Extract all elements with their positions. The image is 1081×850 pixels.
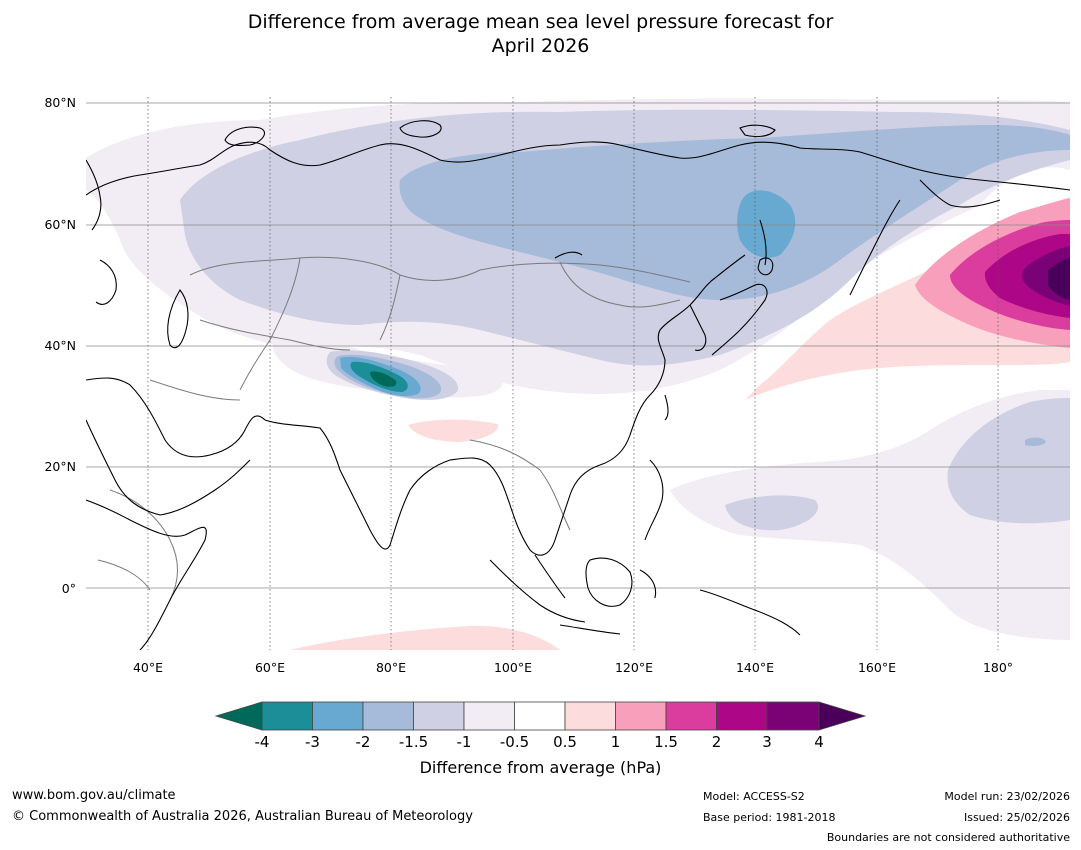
lat-label-0: 0° xyxy=(61,581,76,596)
map-plot-area xyxy=(86,97,1070,650)
lat-label-80: 80°N xyxy=(44,95,76,110)
graticule xyxy=(86,97,1070,650)
colorbar-tick: -1 xyxy=(456,733,472,751)
contour-himalaya-pos xyxy=(408,419,499,442)
footer-disclaimer: Boundaries are not considered authoritat… xyxy=(826,831,1070,844)
colorbar-tick: -0.5 xyxy=(499,733,530,751)
footer-model: Model: ACCESS-S2 xyxy=(703,790,805,803)
colorbar-bin-m15-m1 xyxy=(413,701,465,731)
colorbar-title: Difference from average (hPa) xyxy=(419,758,662,777)
contour-tibet-core xyxy=(370,371,397,387)
contour-pacific-neg-mid xyxy=(947,398,1070,524)
colorbar-tick: 3 xyxy=(762,733,772,751)
colorbar-bin-m05-05 xyxy=(514,701,566,731)
colorbar-bin-3-4 xyxy=(766,701,820,731)
footer-url[interactable]: www.bom.gov.au/climate xyxy=(12,788,176,803)
colorbar-tick: -4 xyxy=(254,733,270,751)
colorbar-tick: -3 xyxy=(305,733,320,751)
colorbar-bin-m3-m2 xyxy=(312,701,364,731)
colorbar-tick: 2 xyxy=(711,733,722,751)
lon-label-60: 60°E xyxy=(254,660,286,675)
lon-label-100: 100°E xyxy=(493,660,532,675)
contour-neg-strong-north xyxy=(399,125,1070,300)
footer-base-period: Base period: 1981-2018 xyxy=(703,811,836,824)
lon-label-40: 40°E xyxy=(132,660,164,675)
colorbar-tick: -2 xyxy=(355,733,371,751)
colorbar-extend-high xyxy=(818,701,867,731)
colorbar-extend-low xyxy=(214,701,263,731)
lon-label-80: 80°E xyxy=(375,660,407,675)
lat-label-40: 40°N xyxy=(44,338,76,353)
colorbar-bin-2-3 xyxy=(716,701,768,731)
colorbar-bin-m2-m15 xyxy=(362,701,414,731)
contour-pacific-pos-4 xyxy=(1048,258,1070,300)
footer-copyright: © Commonwealth of Australia 2026, Austra… xyxy=(12,809,473,824)
colorbar-bin-m1-m05 xyxy=(463,701,515,731)
title-line-1: Difference from average mean sea level p… xyxy=(247,11,834,33)
colorbar-tick: 1 xyxy=(610,733,621,751)
footer-model-run: Model run: 23/02/2026 xyxy=(944,790,1070,803)
anomaly-contours xyxy=(86,98,1070,650)
map-title: Difference from average mean sea level p… xyxy=(0,10,1081,58)
colorbar-bin-05-1 xyxy=(564,701,616,731)
lat-label-60: 60°N xyxy=(44,217,76,232)
colorbar xyxy=(214,701,867,731)
colorbar-bin-m4-m3 xyxy=(261,701,313,731)
coastlines xyxy=(86,120,1070,650)
contour-neg-core-north xyxy=(737,190,796,258)
footer-issued: Issued: 25/02/2026 xyxy=(963,811,1070,824)
contour-pacific-neg-mid2 xyxy=(725,495,819,531)
contour-pacific-neg-strong xyxy=(1025,437,1046,446)
lon-label-140: 140°E xyxy=(735,660,774,675)
colorbar-bin-15-2 xyxy=(665,701,717,731)
lon-label-120: 120°E xyxy=(614,660,653,675)
contour-south-pos xyxy=(290,625,560,650)
colorbar-tick: 0.5 xyxy=(553,733,577,751)
lat-label-20: 20°N xyxy=(44,459,76,474)
colorbar-tick: -1.5 xyxy=(398,733,429,751)
lon-label-180: 180° xyxy=(982,660,1014,675)
title-line-2: April 2026 xyxy=(491,35,590,57)
lon-label-160: 160°E xyxy=(857,660,896,675)
colorbar-tick: 4 xyxy=(814,733,824,751)
colorbar-tick: 1.5 xyxy=(654,733,678,751)
country-borders xyxy=(97,256,691,601)
colorbar-bin-1-15 xyxy=(615,701,667,731)
